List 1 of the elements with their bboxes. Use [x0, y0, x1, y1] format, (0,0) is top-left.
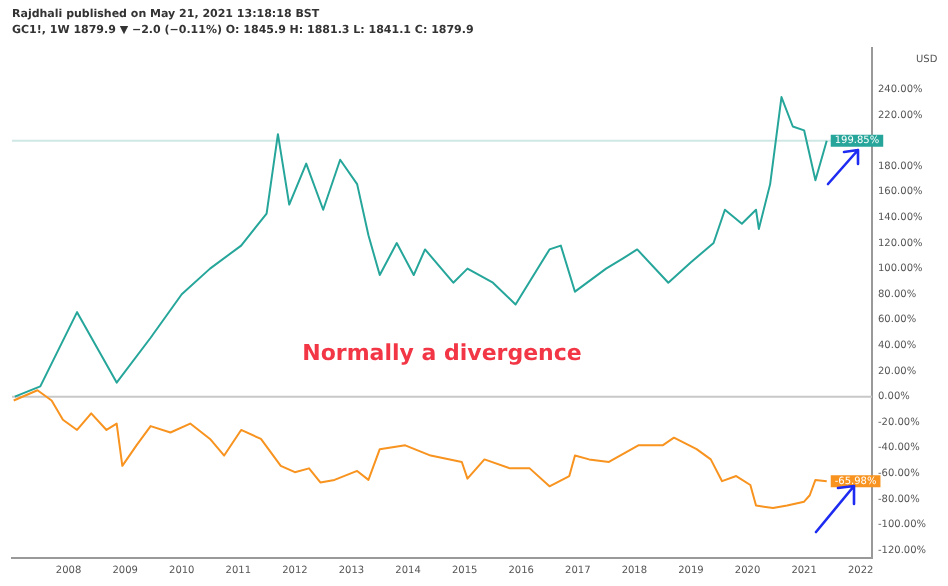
annotation: Normally a divergence [302, 339, 582, 366]
